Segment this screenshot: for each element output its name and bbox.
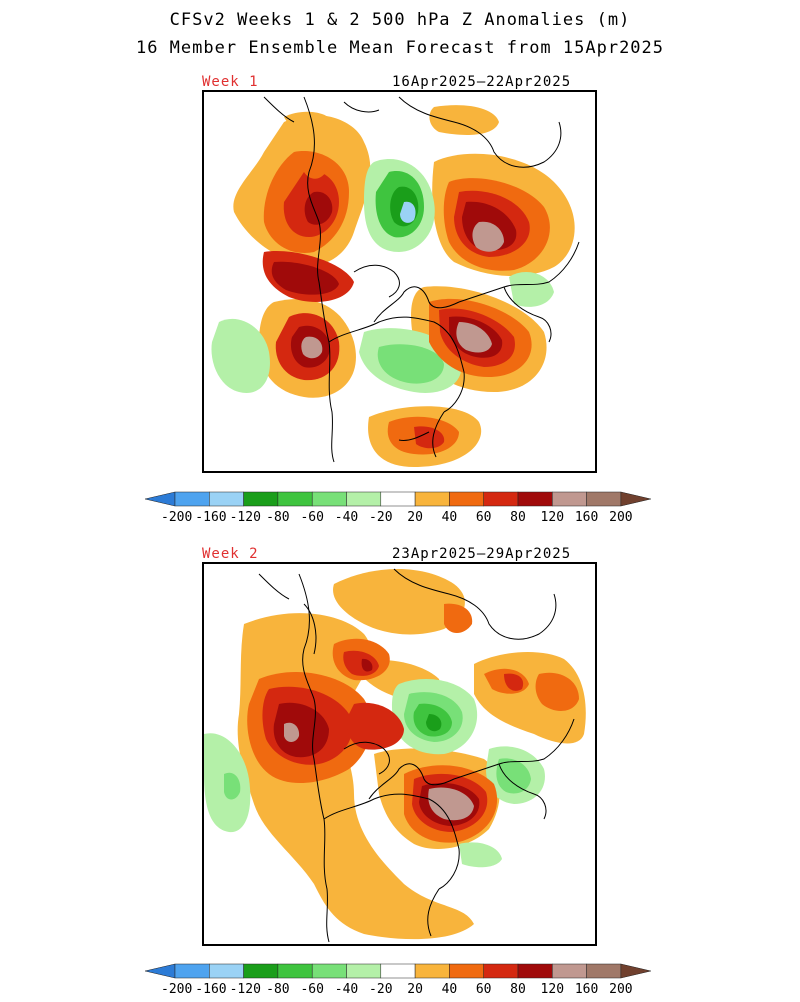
colorbar-swatch: [586, 963, 622, 979]
colorbar-swatch: [449, 491, 484, 507]
colorbar-tick-label: -80: [266, 510, 290, 525]
chart-subtitle: 16 Member Ensemble Mean Forecast from 15…: [135, 38, 665, 58]
colorbar-tick-label: 60: [475, 510, 492, 525]
colorbar-swatch: [277, 963, 313, 979]
colorbar-swatch: [311, 491, 347, 507]
colorbar-swatch: [517, 491, 553, 507]
colorbar-week1: [144, 491, 651, 507]
colorbar-swatch: [586, 491, 622, 507]
chart-title: CFSv2 Weeks 1 & 2 500 hPa Z Anomalies (m…: [169, 10, 631, 30]
week2-map: [202, 562, 597, 946]
week2-anomaly-fields: [204, 569, 586, 940]
colorbar-week2-swatches: [144, 963, 651, 979]
week1-map: [202, 90, 597, 473]
colorbar-tick-label: -120: [229, 982, 261, 997]
colorbar-tick-label: -60: [300, 510, 324, 525]
colorbar-tick-label: 20: [407, 510, 423, 525]
week2-coastlines: [258, 568, 575, 943]
colorbar-swatch: [552, 491, 587, 507]
colorbar-tick-label: -20: [369, 510, 393, 525]
colorbar-swatch: [414, 491, 450, 507]
colorbar-tick-label: 40: [441, 982, 458, 997]
colorbar-tick-label: -40: [334, 510, 359, 525]
colorbar-swatch: [346, 491, 382, 507]
colorbar-swatch: [277, 491, 313, 507]
colorbar-swatch: [414, 963, 450, 979]
colorbar-tick-label: -200: [161, 510, 193, 525]
colorbar-tick-label: -160: [195, 510, 227, 525]
colorbar-tick-label: 120: [540, 510, 565, 525]
panel2-week-label: Week 2: [202, 546, 259, 562]
colorbar-swatch: [209, 963, 244, 979]
colorbar-swatch: [174, 491, 210, 507]
colorbar-tick-label: 120: [540, 982, 565, 997]
colorbar-swatch: [517, 963, 553, 979]
colorbar-swatch: [483, 963, 519, 979]
colorbar-tick-label: -160: [195, 982, 227, 997]
colorbar-tick-label: -40: [334, 982, 359, 997]
colorbar-swatch: [311, 963, 347, 979]
colorbar-swatch: [346, 963, 382, 979]
colorbar-tick-label: 160: [574, 510, 599, 525]
colorbar-swatch: [174, 963, 210, 979]
colorbar-tick-label: 80: [510, 982, 526, 997]
colorbar-swatch: [380, 963, 416, 979]
colorbar-week2: [144, 963, 651, 979]
colorbar-tick-label: -80: [266, 982, 290, 997]
panel1-date-range: 16Apr2025—22Apr2025: [392, 74, 572, 90]
colorbar-tick-label: 40: [441, 510, 458, 525]
colorbar-swatch: [243, 491, 279, 507]
colorbar-swatch: [449, 963, 484, 979]
colorbar-swatch: [483, 491, 519, 507]
colorbar-tick-label: 80: [510, 510, 526, 525]
colorbar-arrow-low: [144, 963, 176, 979]
panel1-week-label: Week 1: [202, 74, 259, 90]
week1-coastlines: [263, 96, 580, 463]
colorbar-tick-label: -200: [161, 982, 193, 997]
colorbar-swatch: [552, 963, 587, 979]
week1-anomaly-fields: [211, 105, 575, 467]
colorbar-arrow-low: [144, 491, 176, 507]
panel2-date-range: 23Apr2025—29Apr2025: [392, 546, 572, 562]
colorbar-tick-label: 20: [407, 982, 423, 997]
colorbar-arrow-high: [620, 963, 651, 979]
colorbar-tick-label: 160: [574, 982, 599, 997]
colorbar-swatch: [243, 963, 279, 979]
colorbar-tick-label: 200: [609, 982, 633, 997]
colorbar-week1-swatches: [144, 491, 651, 507]
colorbar-swatch: [380, 491, 416, 507]
colorbar-tick-label: 60: [475, 982, 492, 997]
colorbar-tick-label: -120: [229, 510, 261, 525]
colorbar-tick-label: 200: [609, 510, 633, 525]
colorbar-arrow-high: [620, 491, 651, 507]
colorbar-swatch: [209, 491, 244, 507]
colorbar-tick-label: -60: [300, 982, 324, 997]
colorbar-tick-label: -20: [369, 982, 393, 997]
